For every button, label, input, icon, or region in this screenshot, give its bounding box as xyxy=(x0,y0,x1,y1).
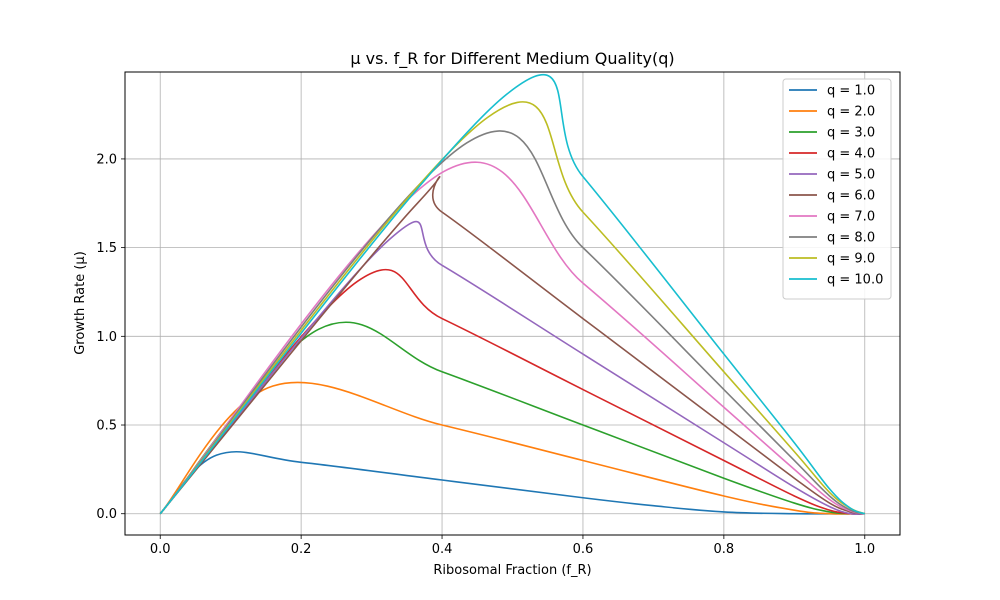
legend-entry-label: q = 2.0 xyxy=(827,105,875,120)
legend-entry-label: q = 5.0 xyxy=(827,168,875,183)
series-line-q-1 xyxy=(159,450,865,515)
legend-entry-label: q = 10.0 xyxy=(827,273,883,288)
x-axis-label: Ribosomal Fraction (f_R) xyxy=(433,563,591,578)
x-tick-label: 0.0 xyxy=(150,542,171,557)
series-line-q-3 xyxy=(159,321,865,515)
x-tick-label: 0.2 xyxy=(291,542,312,557)
legend-box xyxy=(782,78,892,300)
y-tick-label: 2.0 xyxy=(96,152,117,167)
series-line-q-8 xyxy=(159,130,865,515)
y-axis-label: Growth Rate (μ) xyxy=(73,251,88,355)
legend-entry-label: q = 9.0 xyxy=(827,252,875,267)
legend: q = 1.0 q = 2.0 q = 3.0 q = 4.0 q = 5.0 q = 6… xyxy=(782,78,892,300)
series-line-q-7 xyxy=(159,161,865,515)
legend-entry-label: q = 7.0 xyxy=(827,210,875,225)
legend-entry-label: q = 8.0 xyxy=(827,231,875,246)
x-tick-label: 0.6 xyxy=(573,542,594,557)
series-line-q-4 xyxy=(159,268,865,515)
x-tick-label: 1.0 xyxy=(854,542,875,557)
series-line-q-6 xyxy=(159,175,865,515)
series-line-q-9 xyxy=(159,101,866,515)
series-line-q-10 xyxy=(159,73,866,515)
plot-frame xyxy=(124,71,901,536)
y-tick-label: 1.0 xyxy=(96,330,117,345)
y-tick-label: 0.0 xyxy=(96,507,117,522)
legend-entry-label: q = 1.0 xyxy=(827,84,875,99)
axis-ticks: 0.0 0.2 0.4 0.6 0.8 1.0 0.0 0.5 1.0 1.5 2.0 xyxy=(96,152,875,557)
x-tick-label: 0.4 xyxy=(432,542,453,557)
data-series xyxy=(159,73,866,516)
x-tick-label: 0.8 xyxy=(714,542,735,557)
series-line-q-2 xyxy=(159,381,865,515)
legend-entry-label: q = 3.0 xyxy=(827,126,875,141)
legend-entry-label: q = 6.0 xyxy=(827,189,875,204)
y-tick-label: 0.5 xyxy=(96,419,117,434)
legend-entry-label: q = 4.0 xyxy=(827,147,875,162)
chart-title: μ vs. f_R for Different Medium Quality(q… xyxy=(350,49,674,69)
y-tick-label: 1.5 xyxy=(96,241,117,256)
